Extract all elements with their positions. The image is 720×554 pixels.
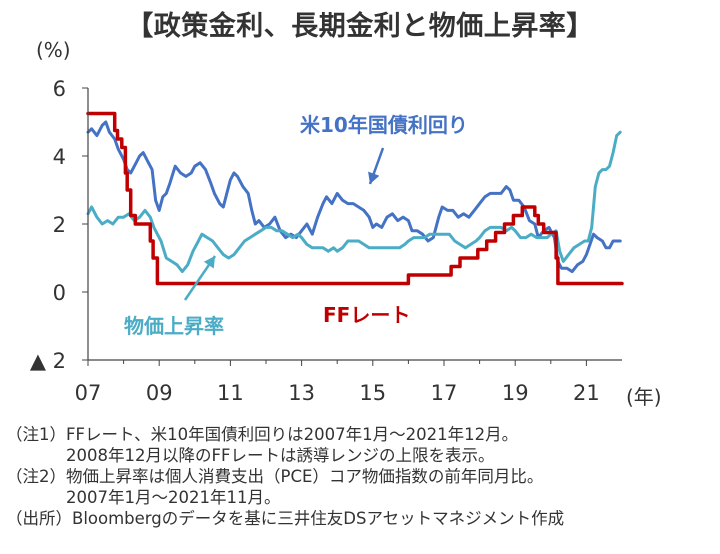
- y-tick-label-4: ▲ 2: [30, 349, 66, 373]
- note-2-line-2: 2007年1月～2021年11月。: [66, 488, 281, 507]
- source-note: （出所） Bloombergのデータを基に三井住友DSアセットマネジメント作成: [6, 508, 718, 529]
- y-axis-ticks: 6 4 2 0 ▲ 2: [30, 77, 88, 373]
- plot-frame: [87, 88, 622, 361]
- y-axis-unit: (%): [36, 38, 71, 62]
- note-2-line-1: 物価上昇率は個人消費支出（PCE）コア物価指数の前年同月比。: [66, 467, 544, 486]
- x-axis-ticks: 07 09 11 13 15 17 19 21: [75, 360, 600, 405]
- annotation-label-2: FFレート: [323, 303, 410, 327]
- source-label: （出所）: [6, 509, 72, 528]
- x-tick-label-2: 11: [217, 381, 244, 405]
- source-line: Bloombergのデータを基に三井住友DSアセットマネジメント作成: [72, 509, 565, 528]
- chart-title: 【政策金利、長期金利と物価上昇率】: [126, 11, 594, 42]
- series-lines: [86, 111, 624, 286]
- x-tick-label-7: 21: [573, 381, 600, 405]
- note-1-line-2: 2008年12月以降のFFレートは誘導レンジの上限を表示。: [66, 446, 495, 465]
- x-tick-label-1: 09: [146, 381, 173, 405]
- note-2-label: （注2）: [6, 467, 66, 486]
- y-tick-label-3: 0: [53, 281, 66, 305]
- series-line-1: [86, 120, 622, 274]
- inflation-arrow-head: [203, 256, 215, 269]
- x-axis-unit: (年): [626, 385, 662, 409]
- x-tick-label-4: 15: [359, 381, 386, 405]
- x-tick-label-6: 19: [502, 381, 529, 405]
- y-tick-label-1: 4: [53, 145, 66, 169]
- series-line-2: [86, 130, 622, 274]
- note-2: （注2） 物価上昇率は個人消費支出（PCE）コア物価指数の前年同月比。 2007…: [6, 466, 718, 508]
- y-tick-label-0: 6: [53, 77, 66, 101]
- series-line-0: [86, 111, 624, 286]
- yield-arrow-head: [368, 171, 380, 184]
- note-1: （注1） FFレート、米10年国債利回りは2007年1月～2021年12月。 2…: [6, 424, 718, 466]
- y-tick-label-2: 2: [53, 213, 66, 237]
- annotation-label-1: 物価上昇率: [124, 314, 224, 338]
- footnotes: （注1） FFレート、米10年国債利回りは2007年1月～2021年12月。 2…: [6, 424, 718, 529]
- x-tick-label-0: 07: [75, 381, 102, 405]
- x-tick-label-3: 13: [288, 381, 315, 405]
- note-1-line-1: FFレート、米10年国債利回りは2007年1月～2021年12月。: [66, 425, 519, 444]
- note-1-label: （注1）: [6, 425, 66, 444]
- annotation-label-0: 米10年国債利回り: [300, 113, 468, 137]
- x-tick-label-5: 17: [431, 381, 458, 405]
